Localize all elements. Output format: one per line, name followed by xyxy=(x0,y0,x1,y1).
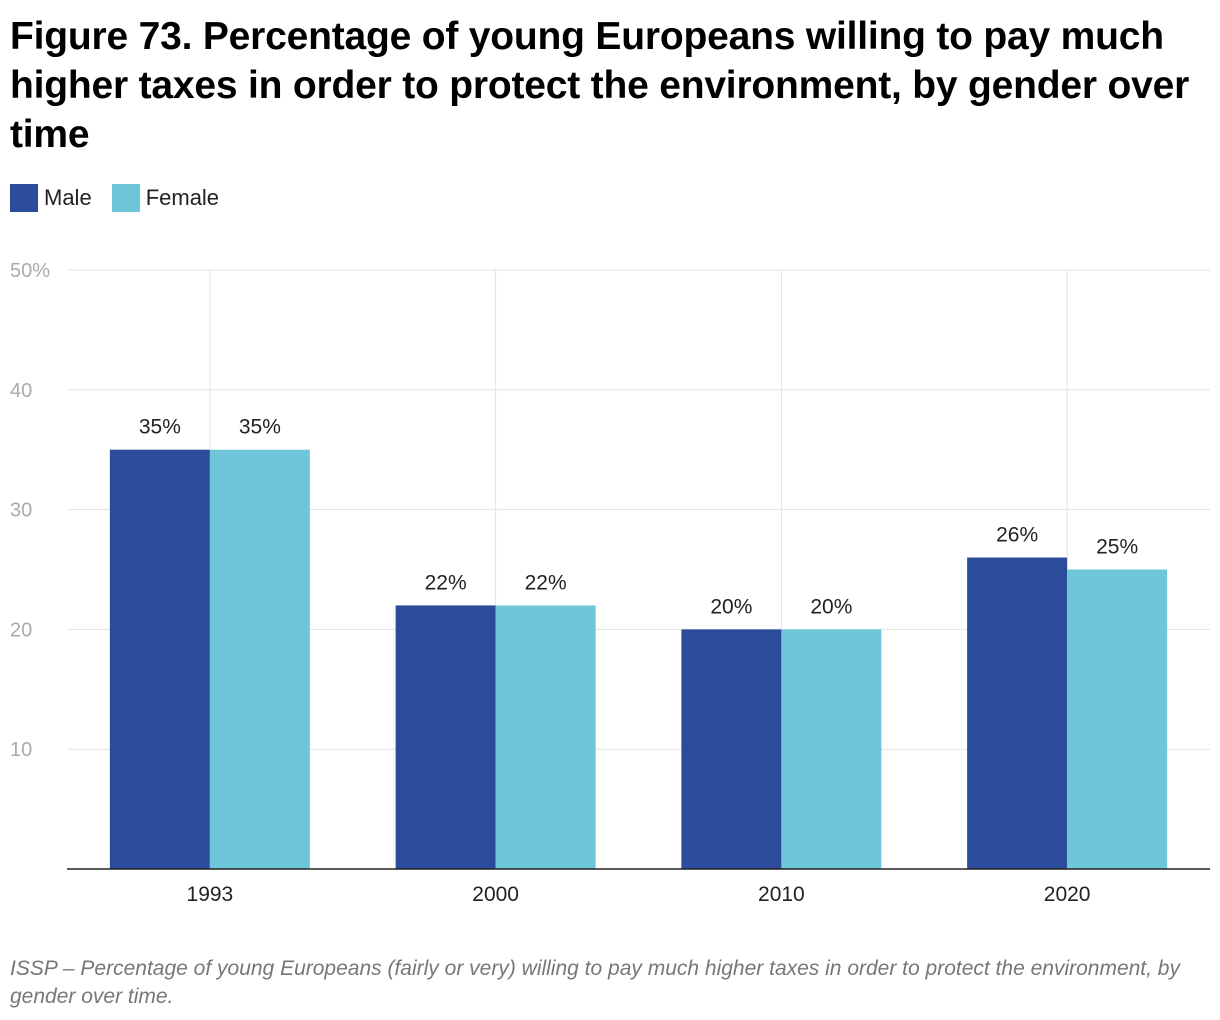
bar-female-2010 xyxy=(781,629,882,869)
bar-female-2020 xyxy=(1067,569,1168,869)
data-label-male-2010: 20% xyxy=(710,595,752,618)
legend-swatch-female xyxy=(111,184,140,212)
chart-caption: ISSP – Percentage of young Europeans (fa… xyxy=(10,957,1180,1008)
legend-swatch-male xyxy=(10,184,38,212)
data-label-female-1993: 35% xyxy=(239,416,281,439)
y-tick-label: 40 xyxy=(10,380,32,402)
x-tick-label: 2020 xyxy=(1044,883,1091,906)
y-tick-label: 20 xyxy=(10,619,32,641)
legend-label-female: Female xyxy=(145,185,220,210)
data-label-male-2020: 26% xyxy=(996,524,1038,547)
legend-item-male[interactable]: Male xyxy=(10,184,92,212)
data-label-female-2000: 22% xyxy=(525,571,567,594)
bar-female-1993 xyxy=(209,449,310,869)
bar-male-2010 xyxy=(681,629,782,869)
y-tick-label: 30 xyxy=(10,500,32,522)
chart-title: Figure 73. Percentage of young Europeans… xyxy=(10,15,1190,156)
x-tick-label: 1993 xyxy=(187,883,234,906)
legend: Male Female xyxy=(10,184,239,212)
legend-label-male: Male xyxy=(44,185,92,210)
bar-male-2000 xyxy=(395,605,496,869)
data-label-female-2010: 20% xyxy=(810,595,852,618)
bar-male-2020 xyxy=(967,557,1068,869)
x-tick-label: 2010 xyxy=(758,883,805,906)
y-tick-label: 10 xyxy=(10,739,32,761)
data-label-male-2000: 22% xyxy=(425,571,467,594)
data-label-female-2020: 25% xyxy=(1096,536,1138,559)
bar-chart: 10 20 30 40 50% 35% 22% 20% 26% 35% 22% 20% 25% 1993 2… xyxy=(10,260,1210,906)
legend-item-female[interactable]: Female xyxy=(111,184,220,212)
y-tick-label: 50% xyxy=(10,260,50,282)
x-tick-label: 2000 xyxy=(472,883,519,906)
data-label-male-1993: 35% xyxy=(139,416,181,439)
bar-male-1993 xyxy=(109,449,210,869)
bar-female-2000 xyxy=(495,605,596,869)
